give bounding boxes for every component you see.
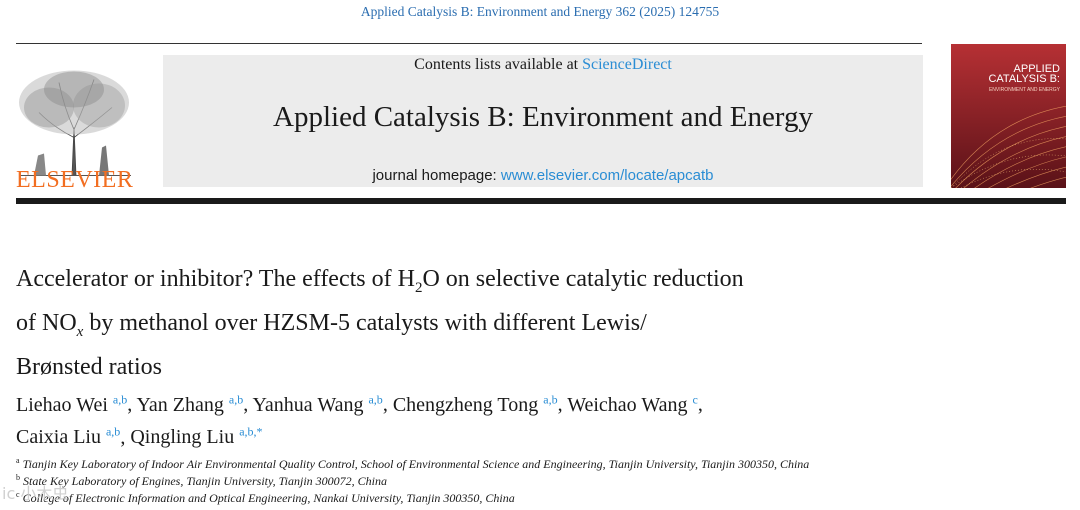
sciencedirect-link[interactable]: ScienceDirect [582, 56, 672, 73]
title-subscript: x [76, 323, 84, 340]
title-part: O on selective catalytic reduction [422, 266, 744, 292]
cover-title: APPLIED CATALYSIS B: [955, 63, 1060, 85]
top-rule [16, 43, 922, 44]
watermark: ic 小木虫 [2, 484, 69, 503]
author[interactable]: Liehao Wei a,b [16, 392, 128, 416]
journal-citation[interactable]: Applied Catalysis B: Environment and Ene… [360, 4, 720, 19]
contents-available: Contents lists available at ScienceDirec… [163, 55, 923, 75]
affiliation: b State Key Laboratory of Engines, Tianj… [16, 473, 388, 488]
author-list: Liehao Wei a,b, Yan Zhang a,b, Yanhua Wa… [16, 392, 703, 449]
author[interactable]: Weichao Wang c [567, 392, 698, 416]
author[interactable]: Chengzheng Tong a,b [392, 392, 558, 416]
header-rule [16, 198, 1066, 204]
author[interactable]: Caixia Liu a,b [16, 424, 121, 449]
title-part: Accelerator or inhibitor? The effects of… [16, 266, 415, 292]
author[interactable]: Yanhua Wang a,b [252, 392, 383, 416]
journal-homepage: journal homepage: www.elsevier.com/locat… [163, 167, 923, 184]
homepage-link[interactable]: www.elsevier.com/locate/apcatb [500, 167, 714, 184]
journal-title: Applied Catalysis B: Environment and Ene… [273, 101, 813, 133]
cover-subtitle: ENVIRONMENT AND ENERGY [988, 87, 1060, 93]
author[interactable]: Yan Zhang a,b [136, 392, 244, 416]
journal-header: Contents lists available at ScienceDirec… [163, 55, 923, 187]
contents-prefix: Contents lists available at [414, 56, 583, 73]
article-title: Accelerator or inhibitor? The effects of… [16, 262, 996, 385]
cover-title-line1: APPLIED [1013, 63, 1060, 75]
title-part: by methanol over HZSM-5 catalysts with d… [83, 309, 647, 336]
elsevier-wordmark[interactable]: ELSEVIER [16, 167, 134, 193]
journal-cover[interactable]: APPLIED CATALYSIS B: ENVIRONMENT AND ENE… [951, 44, 1066, 188]
cover-pattern-icon [951, 44, 1066, 188]
elsevier-tree-icon [19, 70, 131, 176]
affiliation: c College of Electronic Information and … [16, 490, 515, 505]
title-subscript: 2 [414, 279, 423, 296]
cover-title-line2: CATALYSIS B: [988, 73, 1060, 85]
homepage-prefix: journal homepage: [372, 167, 501, 184]
title-part: Brønsted ratios [16, 353, 162, 380]
affiliation: a Tianjin Key Laboratory of Indoor Air E… [16, 456, 810, 471]
author[interactable]: Qingling Liu a,b,* [130, 424, 263, 449]
title-part: of NO [16, 309, 77, 336]
